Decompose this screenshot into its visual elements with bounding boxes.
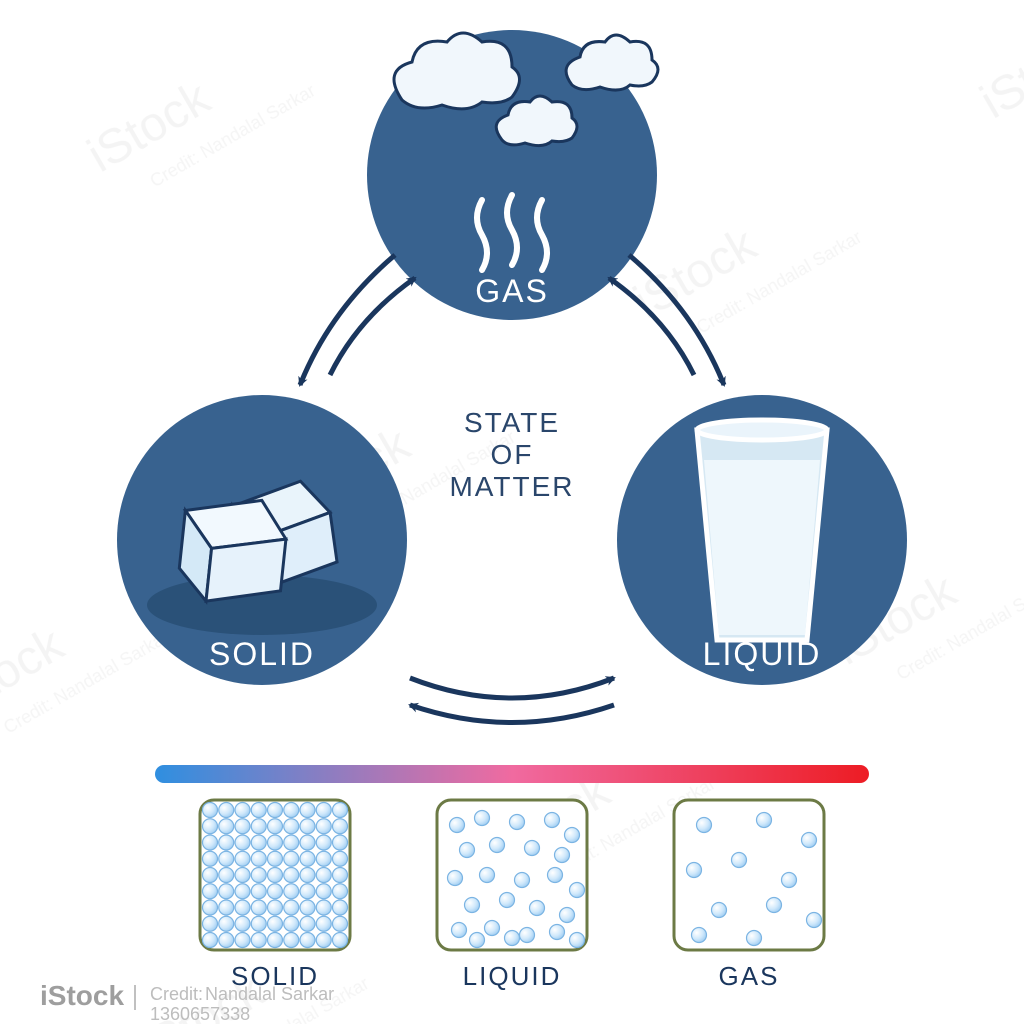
node-liquid: LIQUID bbox=[617, 395, 907, 685]
svg-text:Nandalal Sarkar: Nandalal Sarkar bbox=[205, 984, 334, 1004]
svg-text:iStock: iStock bbox=[40, 980, 124, 1011]
liquid-label: LIQUID bbox=[703, 636, 822, 672]
svg-text:MATTER: MATTER bbox=[449, 471, 574, 502]
svg-text:STATE: STATE bbox=[464, 407, 560, 438]
particle-label-liquid: LIQUID bbox=[463, 961, 562, 991]
gas-label: GAS bbox=[475, 273, 549, 309]
particle-label-gas: GAS bbox=[719, 961, 780, 991]
svg-text:1360657338: 1360657338 bbox=[150, 1004, 250, 1024]
svg-text:Credit:: Credit: bbox=[150, 984, 203, 1004]
svg-text:OF: OF bbox=[491, 439, 534, 470]
particle-boxes: SOLIDLIQUIDGAS bbox=[200, 800, 824, 991]
glass-icon bbox=[697, 420, 827, 640]
node-gas: GAS bbox=[367, 30, 658, 320]
solid-label: SOLID bbox=[209, 636, 315, 672]
node-solid: SOLID bbox=[117, 395, 407, 685]
temperature-bar bbox=[155, 765, 869, 783]
